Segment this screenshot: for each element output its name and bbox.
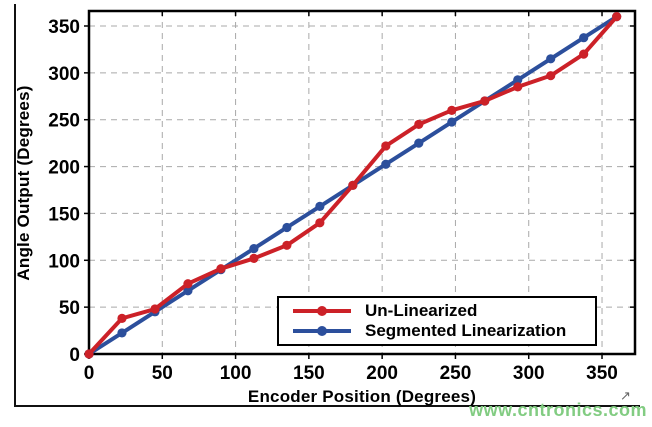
data-point-segmented-linearization (315, 201, 325, 211)
figure-frame-left (14, 4, 16, 407)
legend-item-segmented-linearization: Segmented Linearization (291, 321, 595, 341)
y-tick-label: 100 (48, 251, 80, 272)
legend-marker (317, 326, 327, 336)
data-point-segmented-linearization (513, 75, 523, 85)
x-tick-label: 350 (586, 363, 618, 384)
legend-item-un-linearized: Un-Linearized (291, 301, 595, 321)
legend-label-un-linearized: Un-Linearized (365, 301, 478, 320)
data-point-un-linearized (84, 349, 94, 359)
mouse-cursor-icon: ↗ (620, 388, 631, 403)
y-tick-label: 50 (59, 298, 80, 319)
data-point-segmented-linearization (579, 33, 589, 43)
data-point-un-linearized (546, 71, 556, 81)
y-tick-label: 150 (48, 204, 80, 225)
x-tick-label: 200 (366, 363, 398, 384)
data-point-segmented-linearization (447, 117, 457, 127)
x-tick-label: 300 (513, 363, 545, 384)
x-tick-label: 100 (220, 363, 252, 384)
data-point-segmented-linearization (546, 54, 556, 64)
legend-swatch-segmented-linearization-icon (293, 326, 351, 336)
legend-marker (317, 306, 327, 316)
data-point-un-linearized (414, 119, 424, 129)
data-point-segmented-linearization (414, 138, 424, 148)
data-point-segmented-linearization (282, 222, 292, 233)
legend-label-segmented-linearization: Segmented Linearization (365, 321, 567, 340)
data-point-un-linearized (249, 253, 259, 264)
data-point-segmented-linearization (381, 159, 391, 169)
axes-border (87, 9, 637, 356)
data-point-un-linearized (447, 105, 457, 115)
data-point-segmented-linearization (183, 286, 193, 296)
y-tick-label: 300 (48, 64, 80, 85)
data-point-un-linearized (282, 240, 292, 250)
data-point-un-linearized (117, 313, 127, 323)
x-tick-label: 50 (152, 363, 173, 384)
x-tick-label: 0 (84, 363, 95, 384)
y-tick-label: 200 (48, 158, 80, 179)
x-tick-label: 150 (293, 363, 325, 384)
data-point-segmented-linearization (117, 328, 127, 338)
watermark: www.cntronics.com (469, 400, 647, 420)
data-point-un-linearized (480, 96, 490, 106)
x-tick-label: 250 (440, 363, 472, 384)
y-tick-label: 350 (48, 17, 80, 38)
legend-swatch-un-linearized-icon (293, 306, 351, 316)
x-axis-title: Encoder Position (Degrees) (247, 387, 477, 406)
data-point-un-linearized (183, 279, 193, 289)
figure-frame-bottom (14, 405, 640, 407)
y-axis-title: Angle Output (Degrees) (14, 85, 33, 281)
data-point-un-linearized (216, 264, 226, 274)
data-point-un-linearized (381, 141, 391, 151)
data-point-un-linearized (348, 180, 358, 190)
data-point-un-linearized (315, 218, 325, 228)
data-point-un-linearized (612, 12, 622, 22)
y-tick-label: 0 (69, 345, 80, 366)
data-point-un-linearized (513, 82, 523, 92)
data-point-segmented-linearization (249, 243, 259, 254)
y-tick-label: 250 (48, 111, 80, 132)
data-point-un-linearized (150, 304, 160, 314)
data-point-un-linearized (579, 49, 589, 59)
legend: Un-Linearized Segmented Linearization (277, 296, 597, 346)
